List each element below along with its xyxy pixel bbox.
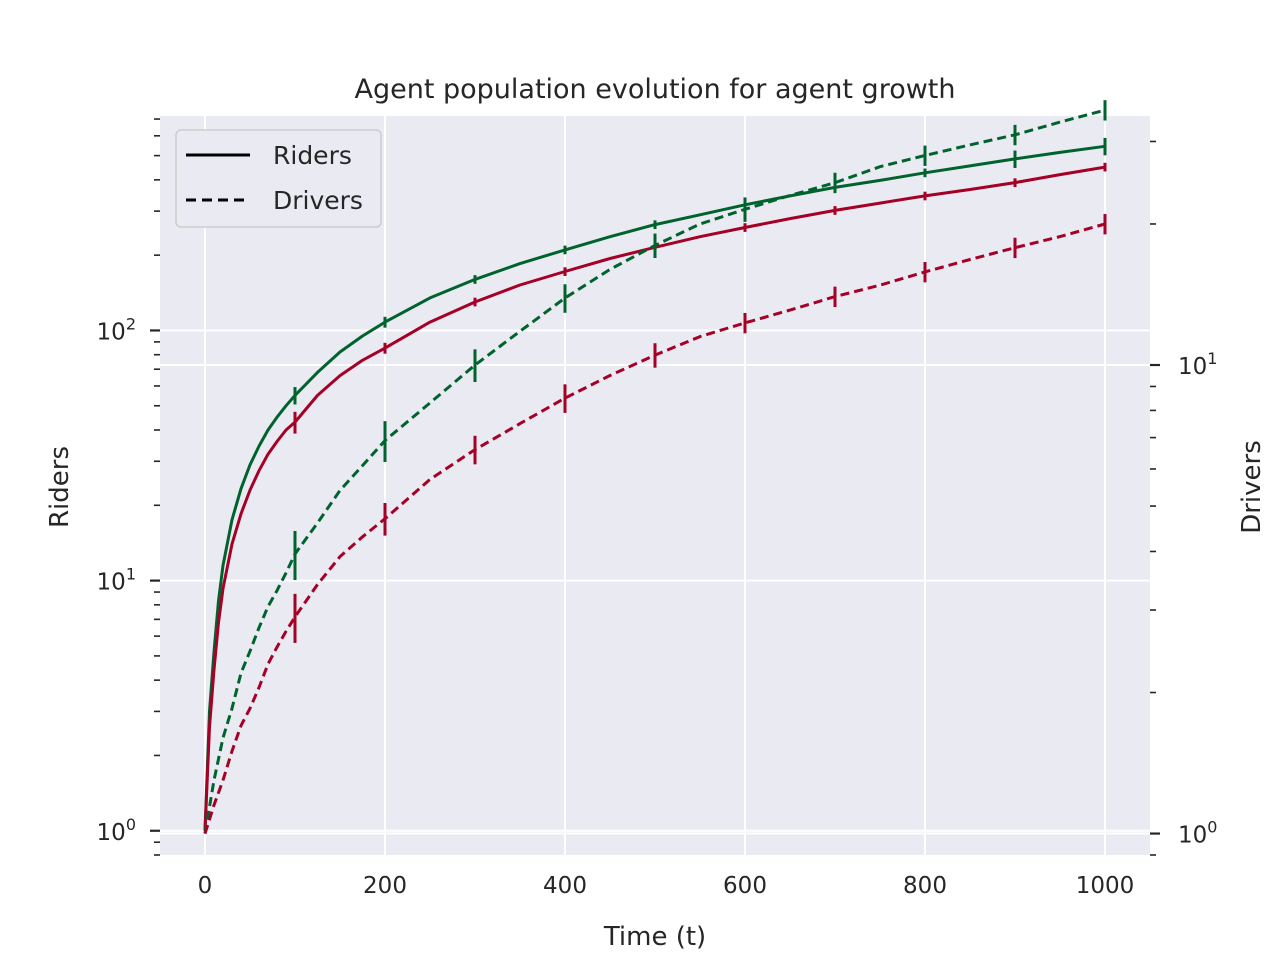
x-tick-label: 200 bbox=[363, 873, 407, 899]
series-line-green-dashed bbox=[203, 108, 1106, 834]
y-axis-label-left: Riders bbox=[45, 446, 75, 528]
y-tick-label-right: 101 bbox=[1178, 349, 1217, 380]
x-tick-label: 1000 bbox=[1076, 873, 1135, 899]
y-tick-label-left: 101 bbox=[97, 565, 136, 596]
x-tick-label: 600 bbox=[723, 873, 767, 899]
legend: Riders Drivers bbox=[175, 129, 382, 228]
legend-label-riders: Riders bbox=[273, 141, 352, 170]
legend-label-drivers: Drivers bbox=[273, 186, 363, 215]
x-axis-label: Time (t) bbox=[603, 922, 706, 952]
y-axis-label-right: Drivers bbox=[1237, 440, 1267, 534]
x-tick-label: 800 bbox=[903, 873, 947, 899]
series-line-red-dashed bbox=[203, 222, 1106, 835]
series-layer bbox=[203, 100, 1107, 835]
x-tick-label: 0 bbox=[198, 873, 213, 899]
x-tick-label: 400 bbox=[543, 873, 587, 899]
axes: 0 200 400 600 800 1000 100 101 102 100 101 bbox=[97, 118, 1217, 899]
y-tick-label-left: 102 bbox=[97, 314, 136, 345]
chart-title: Agent population evolution for agent gro… bbox=[354, 74, 955, 105]
y-tick-label-right: 100 bbox=[1178, 818, 1217, 849]
y-tick-label-left: 100 bbox=[97, 815, 136, 846]
